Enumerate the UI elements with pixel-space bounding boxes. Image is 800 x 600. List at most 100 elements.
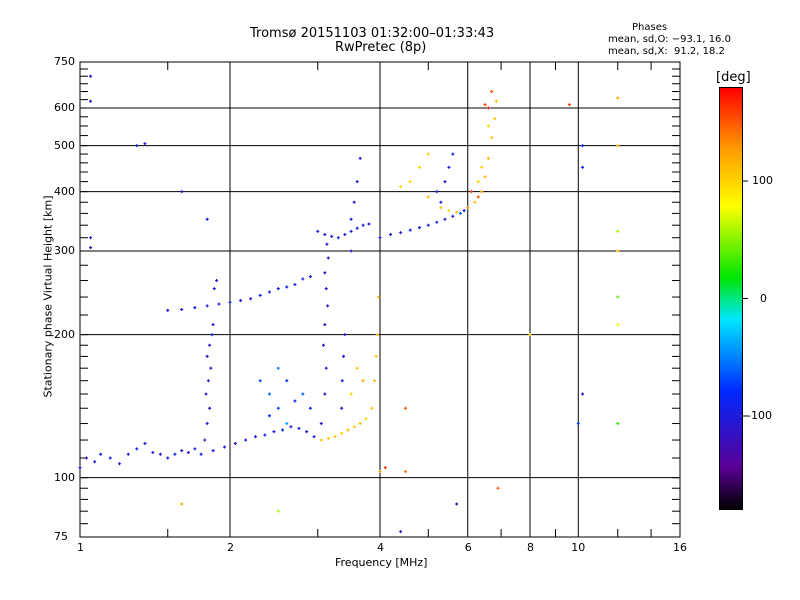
data-point <box>89 74 93 78</box>
colorbar-label: [deg] <box>716 70 751 85</box>
data-point <box>205 304 209 308</box>
colorbar <box>719 87 743 510</box>
data-point <box>285 379 289 383</box>
data-point <box>108 456 112 460</box>
data-point <box>158 452 162 456</box>
data-point <box>166 308 170 312</box>
data-point <box>352 200 356 204</box>
data-point <box>180 190 184 194</box>
data-point <box>326 436 330 440</box>
data-point <box>408 228 412 232</box>
data-point <box>151 450 155 454</box>
data-point <box>355 366 359 370</box>
x-tick-label: 8 <box>527 541 534 554</box>
data-point <box>458 211 462 215</box>
data-point <box>330 234 334 238</box>
data-point <box>204 392 208 396</box>
data-point <box>173 452 177 456</box>
data-point <box>267 414 271 418</box>
data-point <box>355 226 359 230</box>
data-point <box>166 456 170 460</box>
data-point <box>117 462 121 466</box>
data-point <box>89 246 93 250</box>
x-tick-label: 4 <box>377 541 384 554</box>
y-tick-label: 750 <box>54 55 75 68</box>
data-point <box>349 392 353 396</box>
data-point <box>494 99 498 103</box>
data-point <box>301 392 305 396</box>
data-point <box>193 447 197 451</box>
data-point <box>343 333 347 337</box>
data-point <box>143 442 147 446</box>
data-point <box>490 136 494 140</box>
data-point <box>212 287 216 291</box>
data-point <box>285 285 289 289</box>
data-point <box>135 447 139 451</box>
y-tick-label: 200 <box>54 327 75 341</box>
data-point <box>383 466 387 470</box>
data-point <box>447 209 451 213</box>
data-point <box>312 435 316 439</box>
data-point <box>486 156 490 160</box>
y-tick-label: 400 <box>54 184 75 198</box>
data-point <box>435 190 439 194</box>
data-point <box>451 214 455 218</box>
data-point <box>417 226 421 230</box>
data-point <box>486 106 490 110</box>
data-point <box>340 379 344 383</box>
data-point <box>324 287 328 291</box>
data-point <box>340 406 344 410</box>
colorbar-tick-label: -100 <box>747 409 772 422</box>
data-point <box>217 302 221 306</box>
data-point <box>78 466 82 470</box>
data-point <box>228 300 232 304</box>
data-point <box>493 117 497 121</box>
plot-frame <box>79 61 681 538</box>
data-point <box>323 392 327 396</box>
data-point <box>358 422 362 426</box>
data-point <box>210 333 214 337</box>
data-point <box>223 445 227 449</box>
data-point <box>205 217 209 221</box>
data-point <box>206 379 210 383</box>
data-point <box>455 502 459 506</box>
data-point <box>316 229 320 233</box>
data-point <box>99 452 103 456</box>
data-point <box>373 379 377 383</box>
data-point <box>239 299 243 303</box>
colorbar-tick-label: 0 <box>760 291 767 305</box>
data-point <box>616 96 620 100</box>
data-point <box>476 195 480 199</box>
data-point <box>616 422 620 426</box>
data-point <box>426 152 430 156</box>
data-point <box>258 293 262 297</box>
data-point <box>143 142 147 146</box>
data-point <box>209 366 213 370</box>
data-point <box>308 275 312 279</box>
x-tick-label: 10 <box>571 541 586 554</box>
stats-title: Phases <box>632 22 668 33</box>
x-tick-label: 1 <box>77 541 84 554</box>
data-point <box>340 431 344 435</box>
data-point <box>447 165 451 169</box>
data-point <box>426 223 430 227</box>
data-point <box>215 279 219 283</box>
data-point <box>333 435 337 439</box>
data-point <box>462 209 466 213</box>
data-point <box>193 306 197 310</box>
y-tick-label: 600 <box>54 101 75 115</box>
data-point <box>180 307 184 311</box>
data-point <box>528 333 532 337</box>
data-point <box>276 406 280 410</box>
data-point <box>483 175 487 179</box>
data-point <box>346 428 350 432</box>
data-point <box>455 210 459 214</box>
data-point <box>375 333 379 337</box>
data-point <box>319 438 323 442</box>
data-point <box>374 354 378 358</box>
data-point <box>480 190 484 194</box>
data-point <box>399 530 403 534</box>
data-point <box>93 460 97 464</box>
data-point <box>616 323 620 327</box>
